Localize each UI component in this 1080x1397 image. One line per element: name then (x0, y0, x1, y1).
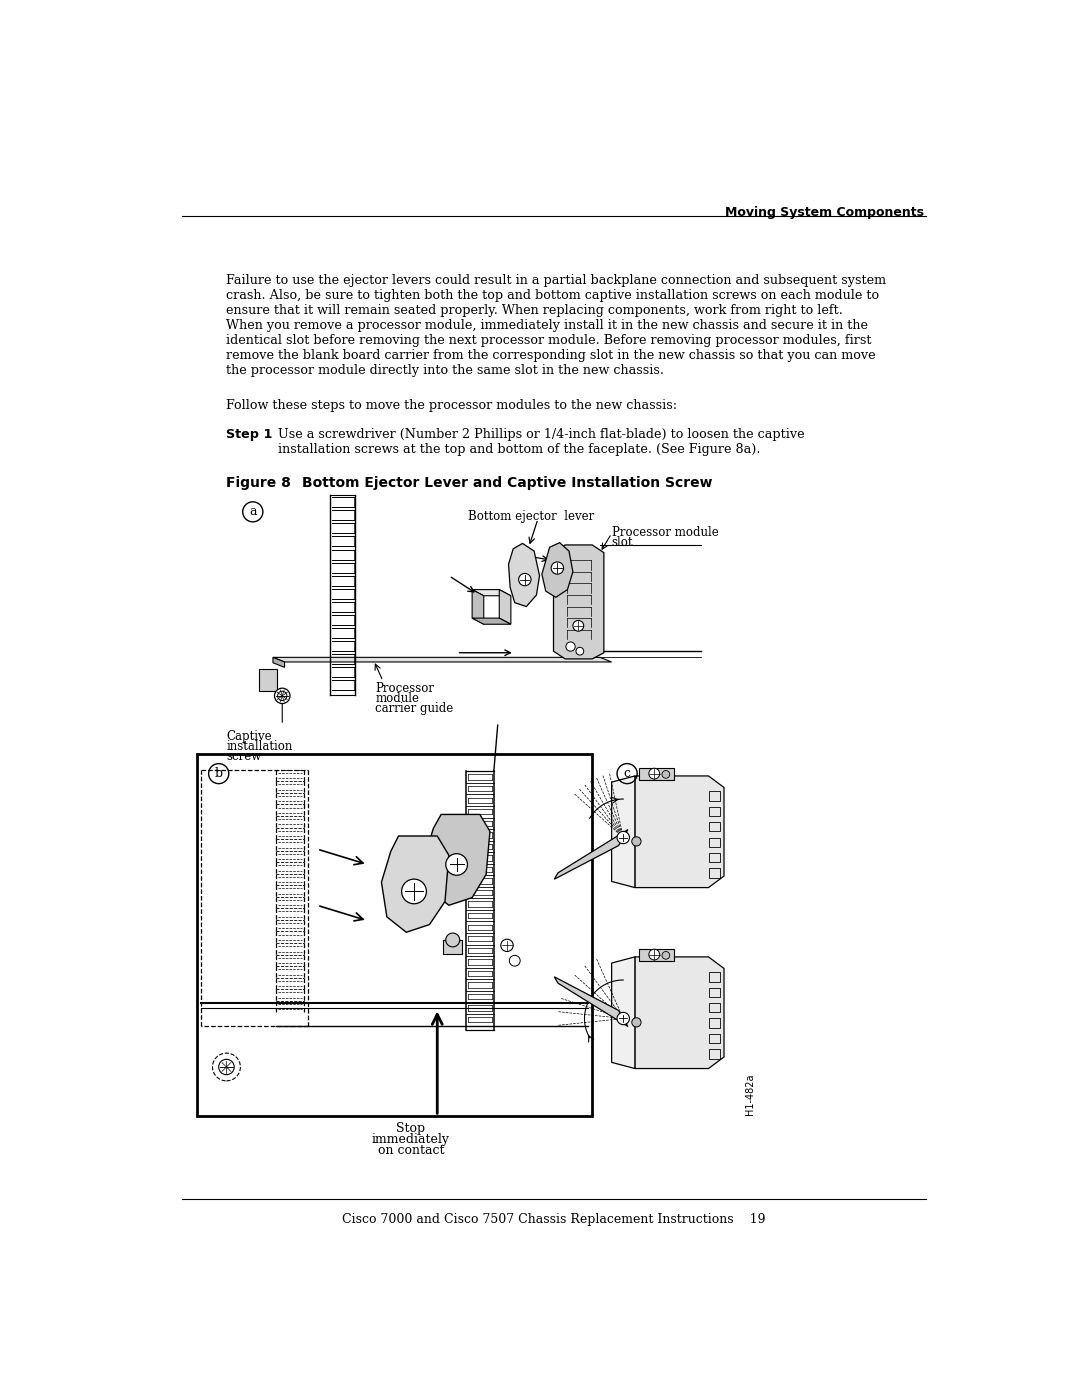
Bar (708, 869, 720, 877)
Text: identical slot before removing the next processor module. Before removing proces: identical slot before removing the next … (227, 334, 872, 346)
Polygon shape (635, 775, 724, 887)
Text: installation: installation (227, 740, 293, 753)
Text: installation screws at the top and bottom of the faceplate. (See Figure 8a).: installation screws at the top and botto… (278, 443, 760, 455)
Bar (444, 940, 462, 954)
Polygon shape (509, 543, 540, 606)
Text: Stop: Stop (396, 1122, 426, 1136)
Circle shape (632, 1018, 642, 1027)
Text: Processor module: Processor module (611, 525, 718, 539)
Text: Figure 8: Figure 8 (227, 475, 292, 489)
Circle shape (446, 854, 468, 876)
Circle shape (501, 939, 513, 951)
Polygon shape (554, 830, 627, 879)
Circle shape (274, 689, 291, 704)
Polygon shape (499, 590, 511, 624)
Text: remove the blank board carrier from the corresponding slot in the new chassis so: remove the blank board carrier from the … (227, 349, 876, 362)
Circle shape (632, 837, 642, 847)
Circle shape (572, 620, 583, 631)
Text: Bottom Ejector Lever and Captive Installation Screw: Bottom Ejector Lever and Captive Install… (301, 475, 712, 489)
Text: carrier guide: carrier guide (375, 703, 454, 715)
Polygon shape (424, 814, 490, 905)
Text: Processor: Processor (375, 682, 434, 694)
Bar (708, 838, 720, 847)
Polygon shape (635, 957, 724, 1069)
Circle shape (551, 562, 564, 574)
Polygon shape (472, 617, 511, 624)
Bar (708, 1049, 720, 1059)
Text: Captive: Captive (227, 729, 272, 743)
Polygon shape (542, 542, 572, 598)
Polygon shape (638, 768, 674, 780)
Text: on contact: on contact (378, 1144, 444, 1157)
Polygon shape (554, 977, 627, 1027)
Polygon shape (381, 835, 449, 932)
Circle shape (446, 933, 460, 947)
Circle shape (662, 951, 670, 960)
Circle shape (662, 771, 670, 778)
Text: slot: slot (611, 535, 633, 549)
Text: H1-482a: H1-482a (745, 1073, 755, 1115)
Polygon shape (554, 545, 604, 659)
Bar (708, 972, 720, 982)
Text: Step 1: Step 1 (227, 427, 273, 441)
Bar (708, 823, 720, 831)
Text: ensure that it will remain seated properly. When replacing components, work from: ensure that it will remain seated proper… (227, 305, 843, 317)
Bar (708, 1018, 720, 1028)
Text: Cisco 7000 and Cisco 7507 Chassis Replacement Instructions    19: Cisco 7000 and Cisco 7507 Chassis Replac… (341, 1214, 766, 1227)
Text: c: c (623, 767, 631, 780)
Polygon shape (273, 658, 611, 662)
Bar (708, 806, 720, 816)
Text: Failure to use the ejector levers could result in a partial backplane connection: Failure to use the ejector levers could … (227, 274, 887, 286)
Text: module: module (375, 692, 419, 705)
Circle shape (617, 1013, 630, 1024)
Bar (197, 754, 592, 1116)
Circle shape (510, 956, 521, 967)
Bar (708, 791, 720, 800)
Polygon shape (638, 949, 674, 961)
Bar (708, 1034, 720, 1044)
Text: Use a screwdriver (Number 2 Phillips or 1/4-inch flat-blade) to loosen the capti: Use a screwdriver (Number 2 Phillips or … (278, 427, 805, 441)
Text: crash. Also, be sure to tighten both the top and bottom captive installation scr: crash. Also, be sure to tighten both the… (227, 289, 879, 302)
Circle shape (402, 879, 427, 904)
Text: When you remove a processor module, immediately install it in the new chassis an: When you remove a processor module, imme… (227, 319, 868, 332)
Polygon shape (472, 590, 511, 595)
Text: a: a (249, 506, 257, 518)
Circle shape (649, 949, 660, 960)
Text: Bottom ejector  lever: Bottom ejector lever (469, 510, 594, 524)
Bar (708, 988, 720, 997)
Circle shape (566, 643, 576, 651)
Circle shape (218, 1059, 234, 1074)
Polygon shape (472, 590, 484, 624)
Polygon shape (611, 775, 635, 887)
Text: screw: screw (227, 750, 261, 763)
Text: Follow these steps to move the processor modules to the new chassis:: Follow these steps to move the processor… (227, 398, 677, 412)
Circle shape (617, 831, 630, 844)
Text: Moving System Components: Moving System Components (725, 207, 924, 219)
Polygon shape (259, 669, 276, 692)
Circle shape (649, 768, 660, 780)
Polygon shape (273, 658, 284, 668)
Text: immediately: immediately (372, 1133, 450, 1146)
Bar (708, 1003, 720, 1013)
Bar (708, 854, 720, 862)
Circle shape (518, 573, 531, 585)
Text: the processor module directly into the same slot in the new chassis.: the processor module directly into the s… (227, 365, 664, 377)
Text: b: b (215, 767, 222, 780)
Circle shape (576, 647, 583, 655)
Polygon shape (611, 957, 635, 1069)
